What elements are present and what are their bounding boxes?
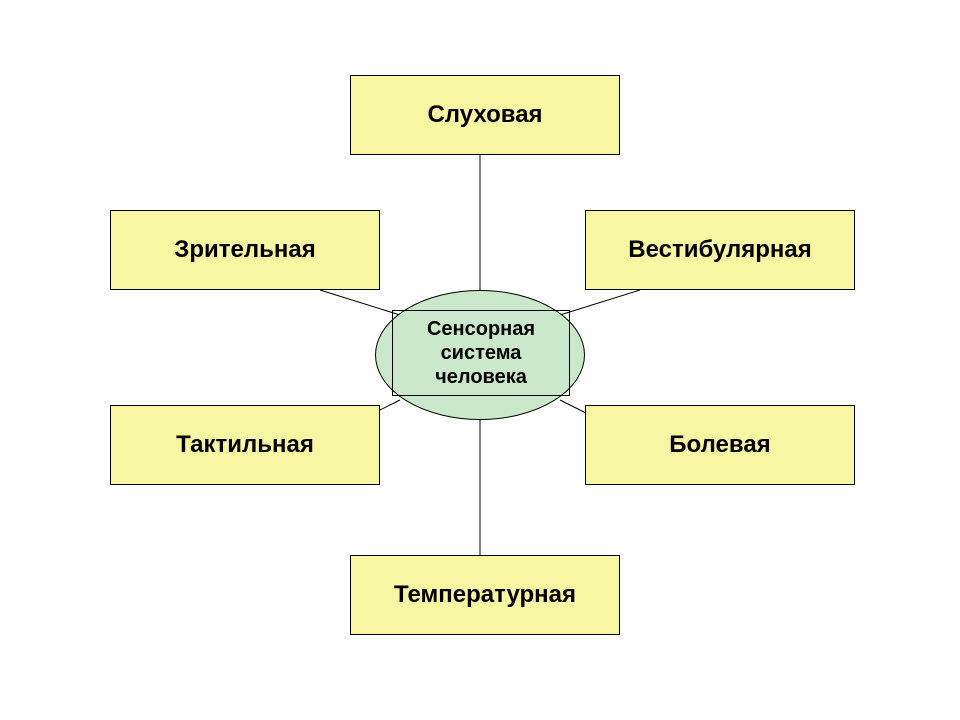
node-label: Слуховая <box>427 101 542 129</box>
center-node: Сенсорная система человека <box>392 310 570 396</box>
node-bottom: Температурная <box>350 555 620 635</box>
node-top: Слуховая <box>350 75 620 155</box>
diagram-canvas: Сенсорная система человека Слуховая Зрите… <box>0 0 960 720</box>
node-label: Тактильная <box>176 431 314 459</box>
node-label: Болевая <box>669 431 770 459</box>
node-left-upper: Зрительная <box>110 210 380 290</box>
node-label: Температурная <box>394 581 576 609</box>
node-label: Вестибулярная <box>628 236 812 264</box>
node-label: Зрительная <box>174 236 315 264</box>
node-right-lower: Болевая <box>585 405 855 485</box>
center-label: Сенсорная система человека <box>393 317 569 389</box>
node-right-upper: Вестибулярная <box>585 210 855 290</box>
node-left-lower: Тактильная <box>110 405 380 485</box>
